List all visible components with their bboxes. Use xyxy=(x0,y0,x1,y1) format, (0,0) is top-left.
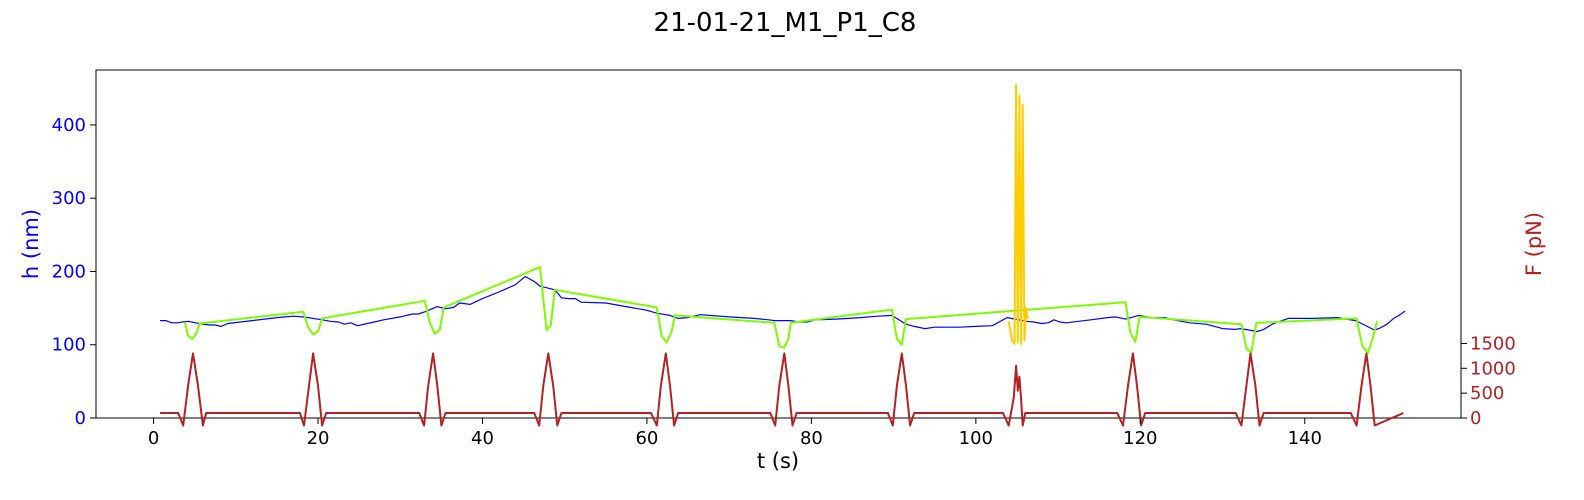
left-y-tick-label: 400 xyxy=(52,115,86,136)
left-y-tick-label: 100 xyxy=(52,335,86,356)
x-tick-label: 40 xyxy=(471,428,494,449)
x-tick-label: 0 xyxy=(148,428,159,449)
left-y-tick-label: 0 xyxy=(75,408,86,429)
plot-frame xyxy=(95,69,1462,419)
right-y-axis: 0 500 1000 1500 xyxy=(1461,333,1516,429)
series-line-2 xyxy=(1007,83,1029,345)
right-y-tick-label: 1000 xyxy=(1470,358,1516,379)
x-tick-label: 140 xyxy=(1288,428,1322,449)
chart-title: 21-01-21_M1_P1_C8 xyxy=(654,8,917,38)
series-line-3 xyxy=(160,352,1404,427)
series-line-1 xyxy=(183,266,1379,354)
left-y-axis: 0 100 200 300 400 xyxy=(52,115,96,429)
right-y-tick-label: 1500 xyxy=(1470,333,1516,354)
x-tick-label: 20 xyxy=(307,428,330,449)
right-y-axis-label: F (pN) xyxy=(1522,212,1546,276)
x-axis: 0 20 40 60 80 100 120 140 xyxy=(148,418,1322,449)
left-y-tick-label: 300 xyxy=(52,188,86,209)
x-tick-label: 100 xyxy=(959,428,993,449)
right-y-tick-label: 0 xyxy=(1470,408,1481,429)
x-tick-label: 80 xyxy=(800,428,823,449)
x-tick-label: 60 xyxy=(635,428,658,449)
right-y-tick-label: 500 xyxy=(1470,383,1504,404)
series-line-0 xyxy=(160,276,1406,333)
x-tick-label: 120 xyxy=(1123,428,1157,449)
left-y-tick-label: 200 xyxy=(52,261,86,282)
left-y-axis-label: h (nm) xyxy=(19,209,43,279)
x-axis-label: t (s) xyxy=(757,449,799,473)
series-layer xyxy=(160,83,1406,427)
